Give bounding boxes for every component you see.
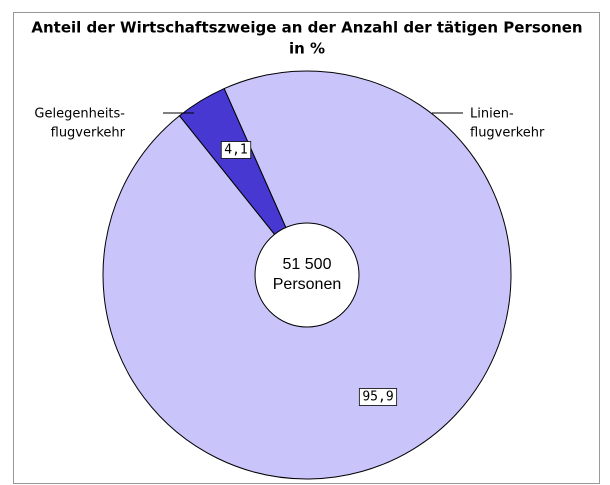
category-label: flugverkehr — [470, 126, 545, 141]
center-label: Personen — [273, 276, 342, 293]
chart-title: in % — [289, 40, 325, 58]
category-label: Gelegenheits- — [34, 107, 125, 122]
value-label-box — [220, 141, 252, 159]
value-label-box — [358, 388, 398, 406]
center-label: 51 500 — [283, 256, 332, 273]
chart-title: Anteil der Wirtschaftszweige an der Anza… — [31, 19, 582, 37]
center-hole — [254, 222, 360, 328]
category-label: flugverkehr — [51, 126, 126, 141]
value-label: 4,1 — [224, 143, 247, 158]
value-label: 95,9 — [362, 390, 393, 405]
category-label: Linien- — [470, 107, 514, 122]
